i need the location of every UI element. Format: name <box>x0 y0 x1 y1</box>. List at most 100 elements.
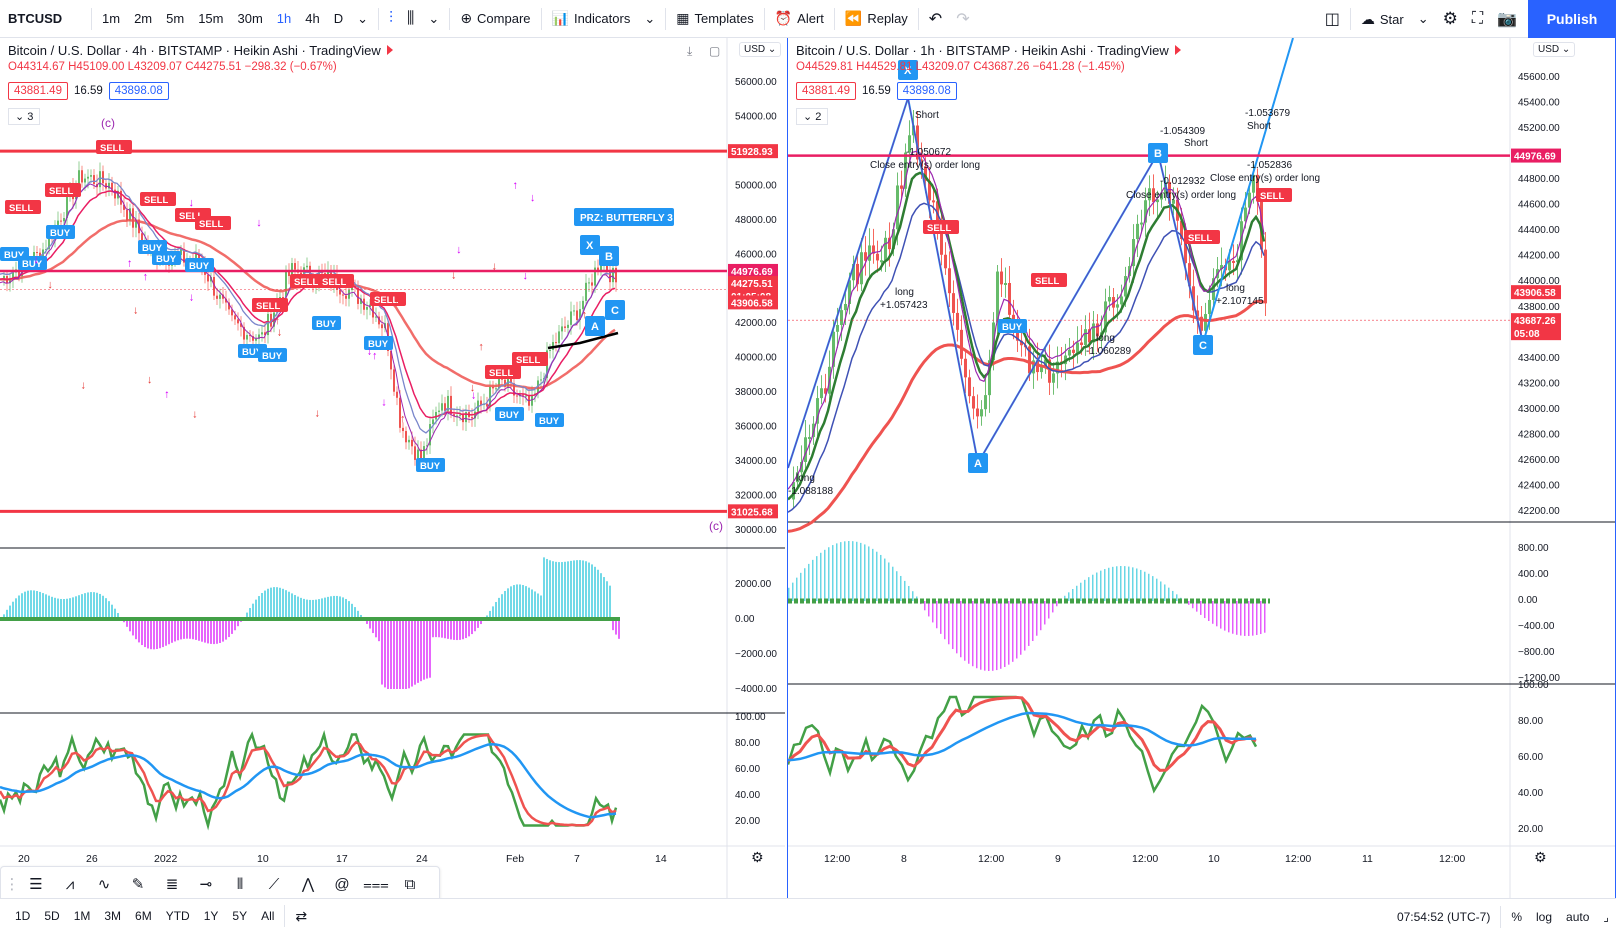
channel-icon[interactable]: ⩶ <box>359 869 393 898</box>
symbol-search[interactable]: BTCUSD <box>0 0 88 38</box>
buy-price-button[interactable]: 43898.08 <box>109 82 169 100</box>
chart-canvas-left[interactable]: 56000.0054000.0052000.0050000.0048000.00… <box>0 38 785 898</box>
trend-line-icon[interactable]: ⟋ <box>257 869 291 898</box>
histogram-bar <box>880 555 882 601</box>
pen-icon[interactable]: ✎ <box>121 869 155 898</box>
histogram-bar <box>159 619 161 648</box>
range-all[interactable]: All <box>254 909 281 923</box>
chart-canvas-right[interactable]: 45600.0045400.0045200.0045000.0044800.00… <box>788 38 1616 898</box>
sell-signal: SELL <box>256 301 280 312</box>
histogram-bar <box>222 619 224 642</box>
histogram-bar <box>228 619 230 637</box>
prz-label: PRZ: BUTTERFLY 3 <box>580 213 673 224</box>
chevron-down-icon[interactable]: ⌄ <box>637 0 662 38</box>
camera-icon[interactable]: 📷 <box>1490 0 1524 38</box>
layout-icon[interactable]: ◫ <box>1318 0 1347 38</box>
range-1y[interactable]: 1Y <box>197 909 226 923</box>
range-5y[interactable]: 5Y <box>225 909 254 923</box>
histogram-bar <box>270 588 272 619</box>
interval-15m[interactable]: 15m <box>191 0 230 38</box>
interval-2m[interactable]: 2m <box>127 0 159 38</box>
histogram-bar <box>852 541 854 601</box>
range-3m[interactable]: 3M <box>97 909 128 923</box>
strategy-annotation: +2.107145 <box>1216 296 1264 307</box>
resize-icon[interactable]: ⌟ <box>1596 910 1616 924</box>
histogram-bar <box>597 570 599 619</box>
sell-price-button[interactable]: 43881.49 <box>796 82 856 100</box>
redo-icon[interactable]: ↷ <box>949 0 976 38</box>
harmonic-point-a: A <box>591 321 599 333</box>
alert-button[interactable]: ⏰ Alert <box>768 0 831 38</box>
candle-body <box>1084 329 1087 345</box>
save-layout-button[interactable]: ☁ Star <box>1354 0 1411 38</box>
candle-body <box>1208 300 1211 314</box>
histogram-bar <box>198 619 200 641</box>
ohlc-high: H44529.81 <box>856 61 912 73</box>
publish-button[interactable]: Publish <box>1528 0 1616 38</box>
drag-handle-icon[interactable]: ⋮ <box>5 869 19 898</box>
vertical-lines-icon[interactable]: ⫴ <box>223 869 257 898</box>
fib-retracement-icon[interactable]: ≣ <box>155 869 189 898</box>
indicators-button[interactable]: 📊 Indicators <box>545 0 638 38</box>
candle-body <box>964 359 967 378</box>
head-shoulders-icon[interactable]: ⋀ <box>291 869 325 898</box>
interval-d[interactable]: D <box>327 0 350 38</box>
candle-body <box>932 200 935 202</box>
range-ytd[interactable]: YTD <box>159 909 197 923</box>
fullscreen-icon[interactable]: ⛶ <box>1465 0 1490 38</box>
gear-icon[interactable]: ⚙ <box>1436 0 1465 38</box>
chevron-down-icon[interactable]: ⌄ <box>1411 0 1436 38</box>
buy-price-button[interactable]: 43898.08 <box>897 82 957 100</box>
interval-4h[interactable]: 4h <box>298 0 326 38</box>
xabcd-pattern-icon[interactable]: ⩘ <box>53 869 87 898</box>
ohlc-change: −641.28 (−1.45%) <box>1033 61 1125 73</box>
chevron-down-icon[interactable]: ⌄ <box>421 0 446 38</box>
compare-button[interactable]: ⊕ Compare <box>453 0 537 38</box>
log-toggle[interactable]: log <box>1529 910 1559 924</box>
currency-select-left[interactable]: USD ⌄ <box>739 42 781 57</box>
replay-button[interactable]: ⏪ Replay <box>838 0 915 38</box>
interval-30m[interactable]: 30m <box>230 0 269 38</box>
horizontal-lines-icon[interactable]: ☰ <box>19 869 53 898</box>
indicator-collapse-right[interactable]: ⌄ 2 <box>796 108 828 125</box>
interval-1m[interactable]: 1m <box>95 0 127 38</box>
sell-price-button[interactable]: 43881.49 <box>8 82 68 100</box>
histogram-bar <box>150 619 152 649</box>
histogram-bar <box>932 601 934 622</box>
candle-body <box>549 350 551 351</box>
interval-5m[interactable]: 5m <box>159 0 191 38</box>
spiral-icon[interactable]: @ <box>325 869 359 898</box>
candle-body <box>1264 250 1267 304</box>
range-1d[interactable]: 1D <box>8 909 37 923</box>
osc-tick: 0.00 <box>735 614 755 625</box>
range-1m[interactable]: 1M <box>67 909 98 923</box>
interval-1h[interactable]: 1h <box>270 0 298 38</box>
templates-button[interactable]: ▦ Templates <box>669 0 760 38</box>
histogram-bar <box>1152 576 1154 601</box>
histogram-bar <box>1096 573 1098 601</box>
date-range-icon[interactable]: ⇄ <box>288 908 314 925</box>
percent-toggle[interactable]: % <box>1504 910 1529 924</box>
signal-arrow: ↓ <box>147 374 153 386</box>
auto-toggle[interactable]: auto <box>1559 910 1596 924</box>
horizontal-ray-icon[interactable]: ⊸ <box>189 869 223 898</box>
chevron-down-icon[interactable]: ⌄ <box>350 0 375 38</box>
scroll-down-icon[interactable]: ⤓ <box>680 38 699 70</box>
indicator-collapse-left[interactable]: ⌄ 3 <box>8 108 40 125</box>
chart-pane-right[interactable]: 45600.0045400.0045200.0045000.0044800.00… <box>787 38 1616 898</box>
maximize-icon[interactable]: ▢ <box>702 38 727 70</box>
settings-lines-icon[interactable]: ⧉ <box>393 869 427 898</box>
chart-type-bars-icon[interactable]: ⫶ <box>382 0 400 38</box>
histogram-bar <box>333 596 335 619</box>
chart-pane-left[interactable]: 56000.0054000.0052000.0050000.0048000.00… <box>0 38 785 898</box>
range-5d[interactable]: 5D <box>37 909 66 923</box>
elliott-wave-icon[interactable]: ∿ <box>87 869 121 898</box>
histogram-bar <box>996 601 998 670</box>
histogram-bar <box>99 594 101 619</box>
currency-select-right[interactable]: USD ⌄ <box>1533 42 1575 57</box>
range-6m[interactable]: 6M <box>128 909 159 923</box>
undo-icon[interactable]: ↶ <box>922 0 949 38</box>
chart-style-candles-icon[interactable]: ⫼ <box>400 0 421 38</box>
histogram-bar <box>96 593 98 619</box>
clock-timezone[interactable]: 07:54:52 (UTC-7) <box>1390 910 1497 924</box>
